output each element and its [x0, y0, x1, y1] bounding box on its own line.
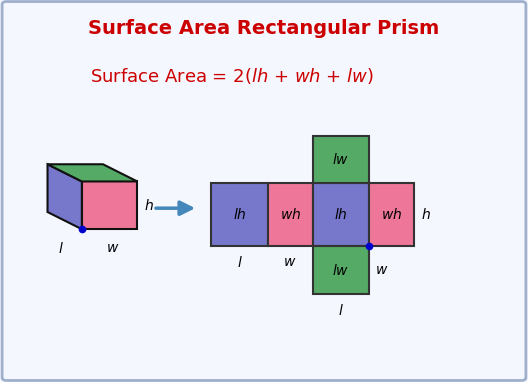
Text: $\mathit{w}$: $\mathit{w}$ — [106, 241, 119, 255]
Bar — [313, 136, 369, 183]
Polygon shape — [82, 181, 137, 229]
Bar — [313, 246, 369, 294]
Text: $\mathit{wh}$: $\mathit{wh}$ — [279, 207, 301, 222]
Bar — [369, 183, 414, 246]
Text: $\mathit{h}$: $\mathit{h}$ — [421, 207, 431, 222]
Text: $\mathit{wh}$: $\mathit{wh}$ — [381, 207, 402, 222]
Bar — [313, 183, 369, 246]
Text: $\mathit{l}$: $\mathit{l}$ — [59, 241, 64, 256]
Polygon shape — [48, 164, 137, 181]
Text: $\mathit{lw}$: $\mathit{lw}$ — [332, 263, 350, 278]
Text: $\mathit{h}$: $\mathit{h}$ — [144, 198, 154, 213]
Text: $\mathit{w}$: $\mathit{w}$ — [375, 263, 389, 277]
Text: $\mathit{lh}$: $\mathit{lh}$ — [233, 207, 246, 222]
Text: $\mathit{lh}$: $\mathit{lh}$ — [334, 207, 347, 222]
Text: $\mathit{l}$: $\mathit{l}$ — [338, 303, 344, 317]
Text: Surface Area Rectangular Prism: Surface Area Rectangular Prism — [88, 19, 440, 38]
Text: $\mathit{lw}$: $\mathit{lw}$ — [332, 152, 350, 167]
Text: Surface Area = 2($\mathit{lh}$ + $\mathit{wh}$ + $\mathit{lw}$): Surface Area = 2($\mathit{lh}$ + $\mathi… — [90, 66, 374, 86]
Bar — [268, 183, 313, 246]
Bar — [211, 183, 268, 246]
Polygon shape — [48, 164, 82, 229]
Text: $\mathit{w}$: $\mathit{w}$ — [284, 255, 297, 269]
Text: $\mathit{l}$: $\mathit{l}$ — [237, 255, 242, 270]
